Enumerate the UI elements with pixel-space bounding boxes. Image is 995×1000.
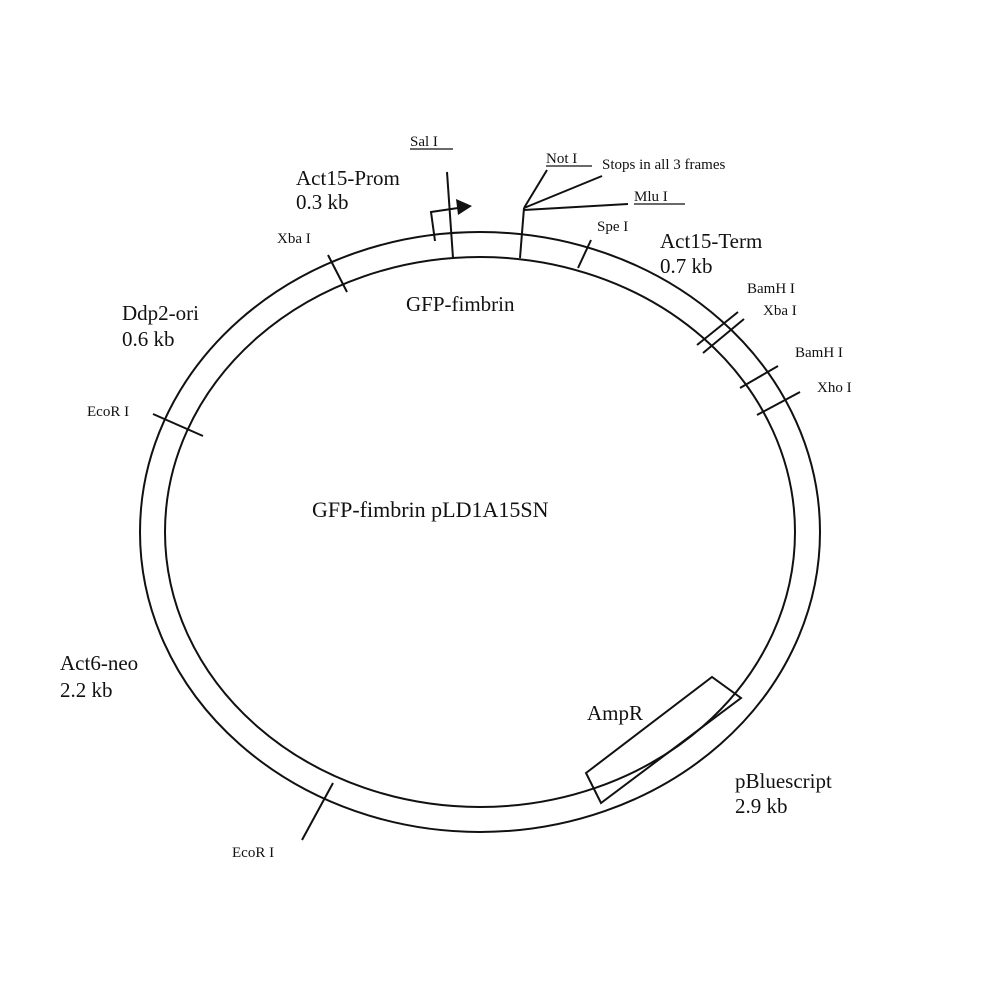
xba-i-left-label: Xba I <box>277 231 311 247</box>
act15-prom-size-label: 0.3 kb <box>296 190 349 214</box>
xho-i-label: Xho I <box>817 380 852 396</box>
xba-i-left-site-mark <box>327 254 348 293</box>
ddp2-ori-name-label: Ddp2-ori <box>122 301 199 325</box>
ecor-i-bottom-label: EcoR I <box>232 845 274 861</box>
plasmid-name: GFP-fimbrin pLD1A15SN <box>312 497 549 522</box>
mlu-i-label: Mlu I <box>634 189 668 205</box>
promoter-arrow-icon <box>429 207 459 242</box>
spe-i-label: Spe I <box>597 219 628 235</box>
ampr-box <box>584 675 743 805</box>
xho-i-site-mark <box>756 391 801 416</box>
xba-i-right-site-mark <box>702 318 745 354</box>
not-i-callout-line <box>523 169 548 209</box>
xba-i-right-label: Xba I <box>763 303 797 319</box>
ecor-i-left-label: EcoR I <box>87 404 129 420</box>
ecor-i-left-site-mark <box>152 413 204 437</box>
gfp-fimbrin-label: GFP-fimbrin <box>406 292 515 316</box>
not-i-label: Not I <box>546 151 577 167</box>
pbluescript-name-label: pBluescript <box>735 769 832 793</box>
promoter-arrowhead-icon <box>456 199 472 215</box>
bamh-i-2-label: BamH I <box>795 345 843 361</box>
not-i-site-mark <box>519 207 525 259</box>
bamh-i-1-site-mark <box>696 311 739 346</box>
plasmid-outer-ring <box>139 231 821 833</box>
pbluescript-size-label: 2.9 kb <box>735 794 788 818</box>
stops-callout-line <box>523 175 603 209</box>
bamh-i-1-label: BamH I <box>747 281 795 297</box>
mlu-i-callout-line <box>523 203 629 211</box>
ecor-i-bottom-site-mark <box>301 782 334 841</box>
sal-i-label: Sal I <box>410 134 438 150</box>
act6-neo-name-label: Act6-neo <box>60 651 138 675</box>
ampr-label: AmpR <box>587 701 643 725</box>
ddp2-ori-size-label: 0.6 kb <box>122 327 175 351</box>
act15-prom-name-label: Act15-Prom <box>296 166 400 190</box>
spe-i-site-mark <box>577 239 592 269</box>
act15-term-name-label: Act15-Term <box>660 229 762 253</box>
stops-label: Stops in all 3 frames <box>602 157 725 173</box>
bamh-i-2-site-mark <box>739 365 779 389</box>
act6-neo-size-label: 2.2 kb <box>60 678 113 702</box>
sal-i-site-mark <box>446 171 454 259</box>
plasmid-inner-ring <box>164 256 796 808</box>
act15-term-size-label: 0.7 kb <box>660 254 713 278</box>
